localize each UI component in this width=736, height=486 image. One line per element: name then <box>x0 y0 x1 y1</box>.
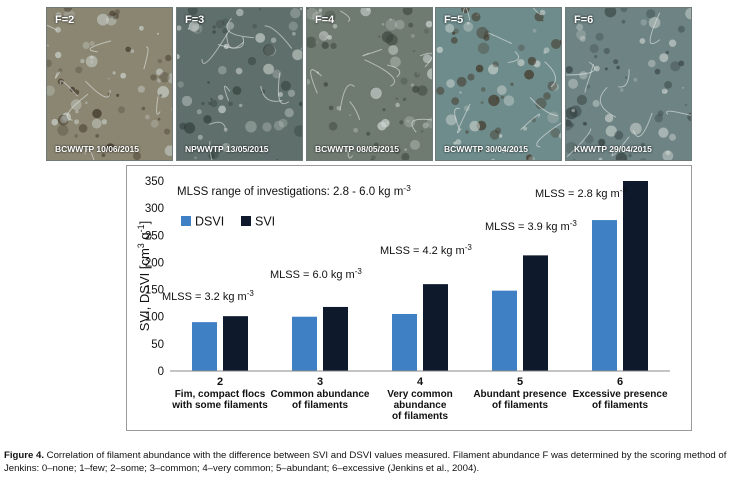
y-tick-label: 0 <box>158 366 164 378</box>
micrograph-texture <box>177 8 302 160</box>
annotation-text: MLSS range of investigations: 2.8 - 6.0 … <box>177 183 411 198</box>
annotation-text: MLSS = 3.2 kg m-3 <box>162 289 254 303</box>
micrograph-f3: F=3 NPWWTP 13/05/2015 <box>176 7 303 161</box>
sample-caption: KWWTP 29/04/2015 <box>574 144 652 154</box>
x-tick-number: 3 <box>317 376 323 388</box>
x-tick-label: of filaments <box>592 400 649 411</box>
abundance-label: F=4 <box>315 14 335 26</box>
y-tick-label: 150 <box>145 285 164 297</box>
bar-svi <box>223 316 248 371</box>
bar-dsvi <box>192 322 217 371</box>
x-tick-number: 4 <box>417 376 424 388</box>
x-tick-label: Excessive presence <box>572 389 668 400</box>
legend-swatch-dsvi <box>181 216 191 226</box>
sample-caption: BCWWTP 08/05/2015 <box>315 144 399 154</box>
sample-caption: NPWWTP 13/05/2015 <box>185 144 269 154</box>
x-tick-label: Very common <box>387 389 453 400</box>
y-tick-label: 50 <box>151 339 164 351</box>
legend-swatch-svi <box>241 216 251 226</box>
micrograph-texture <box>307 8 432 160</box>
abundance-label: F=3 <box>185 14 205 26</box>
bar-series <box>192 181 648 371</box>
x-tick-label: Common abundance <box>271 389 370 400</box>
y-tick-label: 200 <box>145 257 164 269</box>
x-tick-number: 5 <box>517 376 523 388</box>
sample-caption: BCWWTP 10/06/2015 <box>55 144 139 154</box>
bar-svi <box>523 255 548 371</box>
x-tick-label: of filaments <box>492 400 549 411</box>
x-tick-label: of filaments <box>292 400 349 411</box>
mlss-annotations: MLSS range of investigations: 2.8 - 6.0 … <box>162 183 627 303</box>
x-tick-number: 6 <box>617 376 623 388</box>
y-tick-label: 100 <box>145 312 164 324</box>
micrograph-f6: F=6 KWWTP 29/04/2015 <box>565 7 692 161</box>
bar-dsvi <box>492 290 517 371</box>
bar-dsvi <box>392 314 417 371</box>
abundance-label: F=2 <box>55 14 75 26</box>
micrograph-f4: F=4 BCWWTP 08/05/2015 <box>306 7 433 161</box>
y-tick-label: 250 <box>145 230 164 242</box>
micrograph-texture <box>47 8 172 160</box>
annotation-text: MLSS = 3.9 kg m-3 <box>485 219 577 233</box>
bar-dsvi <box>592 220 617 371</box>
abundance-label: F=6 <box>574 14 594 26</box>
y-axis-label: SVI, DSVI [cm3 g-1] <box>136 221 152 332</box>
figure-caption-text: Correlation of filament abundance with t… <box>4 450 727 474</box>
y-tick-label: 350 <box>145 176 164 188</box>
micrograph-f2: F=2 BCWWTP 10/06/2015 <box>46 7 173 161</box>
chart-frame: SVI, DSVI [cm3 g-1] 0 50 100 150 200 250 300 35… <box>126 165 692 431</box>
annotation-text: MLSS = 2.8 kg m-3 <box>535 186 627 200</box>
figure-label: Figure 4. <box>4 450 44 461</box>
x-tick-label: abundance <box>394 400 447 411</box>
micrograph-strip: F=2 BCWWTP 10/06/2015 F=3 NPWWTP 13/05/2… <box>46 7 692 161</box>
x-tick-label: Fim, compact flocs <box>175 389 266 400</box>
bar-svi <box>623 181 648 371</box>
legend: DSVI SVI <box>181 215 275 229</box>
x-tick-label: with some filaments <box>171 400 268 411</box>
figure-caption: Figure 4. Correlation of filament abunda… <box>4 449 732 475</box>
bar-svi <box>323 306 348 371</box>
y-axis-title: SVI, DSVI [cm3 g-1] <box>136 221 152 332</box>
x-tick-label: of filaments <box>392 411 449 422</box>
micrograph-texture <box>436 8 561 160</box>
legend-label-svi: SVI <box>255 215 275 229</box>
x-tick-number: 2 <box>217 376 223 388</box>
micrograph-f5: F=5 BCWWTP 30/04/2015 <box>435 7 562 161</box>
bar-chart: SVI, DSVI [cm3 g-1] 05010015020025030035… <box>136 176 670 422</box>
annotation-text: MLSS = 4.2 kg m-3 <box>380 243 472 257</box>
bar-svi <box>423 284 448 371</box>
sample-caption: BCWWTP 30/04/2015 <box>444 144 528 154</box>
y-tick-label: 300 <box>145 203 164 215</box>
bar-dsvi <box>292 316 317 371</box>
micrograph-texture <box>566 8 691 160</box>
x-tick-label: Abundant presence <box>473 389 567 400</box>
abundance-label: F=5 <box>444 14 464 26</box>
annotation-text: MLSS = 6.0 kg m-3 <box>270 267 362 281</box>
legend-label-dsvi: DSVI <box>195 215 224 229</box>
y-axis-ticks: 0 50 100 150 200 250 300 350 <box>145 176 164 378</box>
